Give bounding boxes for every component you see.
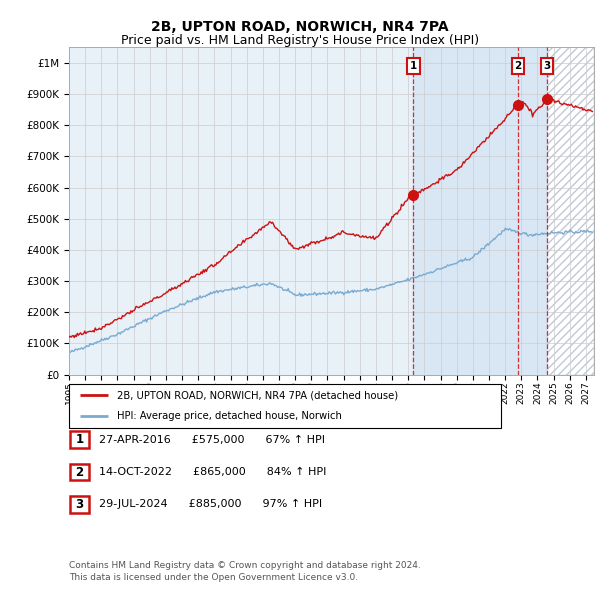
Text: 29-JUL-2024      £885,000      97% ↑ HPI: 29-JUL-2024 £885,000 97% ↑ HPI bbox=[99, 499, 322, 510]
Text: HPI: Average price, detached house, Norwich: HPI: Average price, detached house, Norw… bbox=[116, 411, 341, 421]
Bar bbox=[547, 47, 594, 375]
Text: 2: 2 bbox=[76, 466, 83, 478]
FancyBboxPatch shape bbox=[70, 496, 89, 513]
Text: 27-APR-2016      £575,000      67% ↑ HPI: 27-APR-2016 £575,000 67% ↑ HPI bbox=[99, 435, 325, 444]
Text: 3: 3 bbox=[76, 498, 83, 511]
Text: 2B, UPTON ROAD, NORWICH, NR4 7PA: 2B, UPTON ROAD, NORWICH, NR4 7PA bbox=[151, 20, 449, 34]
Text: 14-OCT-2022      £865,000      84% ↑ HPI: 14-OCT-2022 £865,000 84% ↑ HPI bbox=[99, 467, 326, 477]
FancyBboxPatch shape bbox=[69, 384, 501, 428]
Text: 3: 3 bbox=[543, 61, 550, 71]
Text: Price paid vs. HM Land Registry's House Price Index (HPI): Price paid vs. HM Land Registry's House … bbox=[121, 34, 479, 47]
Text: This data is licensed under the Open Government Licence v3.0.: This data is licensed under the Open Gov… bbox=[69, 573, 358, 582]
Bar bbox=[413, 47, 547, 375]
Text: 1: 1 bbox=[410, 61, 417, 71]
Text: 1: 1 bbox=[76, 433, 83, 446]
FancyBboxPatch shape bbox=[70, 431, 89, 448]
Text: 2: 2 bbox=[514, 61, 521, 71]
FancyBboxPatch shape bbox=[70, 464, 89, 480]
Bar bbox=[547, 47, 594, 375]
Text: 2B, UPTON ROAD, NORWICH, NR4 7PA (detached house): 2B, UPTON ROAD, NORWICH, NR4 7PA (detach… bbox=[116, 391, 398, 401]
Text: Contains HM Land Registry data © Crown copyright and database right 2024.: Contains HM Land Registry data © Crown c… bbox=[69, 560, 421, 569]
